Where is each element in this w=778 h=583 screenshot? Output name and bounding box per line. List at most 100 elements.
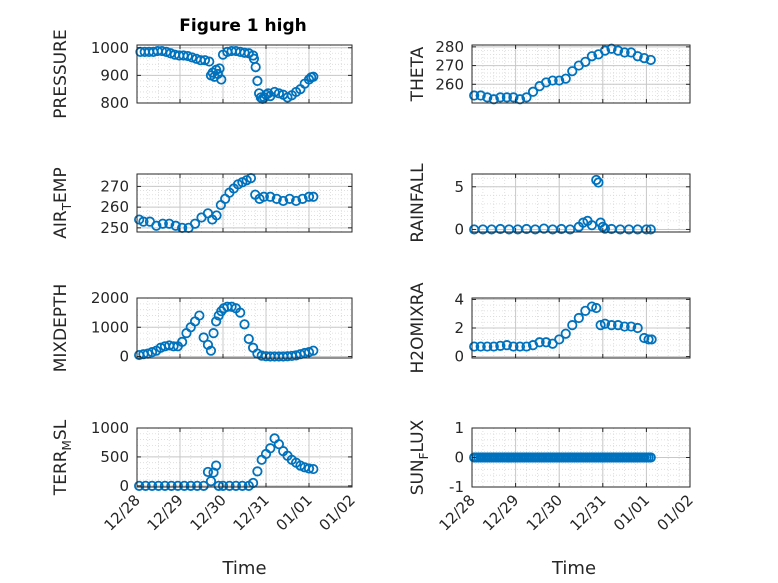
data-point — [514, 341, 526, 352]
data-point — [632, 51, 643, 62]
y-tick-label: 1000 — [91, 39, 129, 57]
x-tick-label: 12/28 — [101, 491, 144, 534]
data-point — [208, 328, 219, 339]
data-point — [202, 466, 214, 478]
data-point — [198, 332, 209, 343]
data-point — [166, 480, 177, 491]
x-tick-label: 12/28 — [436, 491, 479, 534]
data-point — [239, 47, 250, 58]
data-point — [224, 480, 235, 491]
data-point — [560, 73, 571, 84]
y-tick-label: 0 — [119, 348, 129, 366]
y-tick-label: 0 — [119, 477, 129, 495]
data-point — [204, 56, 215, 67]
axes-box — [136, 427, 353, 488]
data-point — [182, 50, 193, 62]
y-axis-label: RAINFALL — [408, 163, 428, 243]
data-point — [198, 480, 209, 491]
data-point — [541, 337, 552, 348]
data-point — [230, 480, 241, 491]
data-point — [278, 195, 289, 207]
axes-box — [471, 173, 691, 233]
y-tick-label: 1 — [454, 419, 464, 437]
y-tick-label: 260 — [100, 198, 129, 216]
y-tick-label: 250 — [100, 219, 129, 237]
data-point — [573, 312, 584, 324]
y-tick-label: 1000 — [91, 318, 129, 336]
data-point — [186, 52, 198, 63]
data-point — [643, 334, 654, 345]
data-point — [527, 86, 539, 97]
data-point — [560, 328, 571, 339]
y-tick-label: 2000 — [91, 289, 129, 307]
data-point — [645, 452, 656, 463]
data-point — [580, 56, 591, 67]
y-tick-label: 270 — [100, 177, 129, 195]
data-point — [567, 320, 578, 331]
data-point — [211, 316, 222, 327]
data-point — [157, 218, 168, 229]
data-point — [586, 51, 598, 62]
data-point — [508, 92, 519, 103]
data-point — [265, 191, 276, 202]
data-point — [250, 61, 261, 73]
data-point — [612, 45, 624, 56]
data-point — [214, 63, 225, 74]
data-point — [308, 71, 319, 82]
data-point — [263, 88, 274, 99]
data-point — [521, 92, 532, 103]
data-point — [595, 320, 606, 331]
data-point — [134, 480, 145, 491]
data-point — [202, 339, 214, 350]
data-point — [475, 90, 486, 101]
data-point — [177, 336, 188, 348]
data-point — [508, 341, 519, 352]
x-tick-label: 01/02 — [316, 491, 359, 534]
data-point — [626, 321, 637, 332]
data-point — [269, 86, 280, 98]
data-point — [199, 55, 211, 66]
data-point — [211, 460, 222, 471]
data-point — [586, 220, 598, 231]
data-point — [164, 218, 175, 229]
data-point — [303, 463, 315, 474]
data-point — [488, 341, 499, 352]
y-tick-label: 900 — [100, 66, 129, 84]
data-point — [140, 480, 151, 491]
data-point — [211, 210, 222, 221]
data-point — [181, 328, 192, 339]
data-point — [258, 191, 269, 202]
x-tick-label: 01/01 — [273, 491, 316, 534]
subplot-pressure: 800 900 1000 PRESSURE — [51, 29, 353, 119]
y-tick-label: 0 — [454, 220, 464, 238]
figure-title: Figure 1 high — [179, 16, 307, 36]
data-point — [269, 433, 280, 444]
data-point — [252, 75, 263, 87]
data-point — [308, 191, 319, 202]
x-tick-label: 12/30 — [187, 491, 230, 534]
data-point — [495, 340, 506, 351]
data-point — [271, 193, 282, 204]
data-point — [308, 463, 319, 475]
data-point — [482, 92, 493, 103]
data-point — [599, 45, 611, 56]
data-point — [501, 340, 512, 351]
y-axis-label: MIXDEPTH — [51, 284, 71, 373]
data-point — [243, 333, 254, 345]
y-tick-label: 270 — [435, 57, 464, 75]
data-point — [194, 310, 205, 321]
data-point — [564, 224, 576, 235]
data-point — [192, 480, 203, 491]
y-tick-label: 4 — [454, 290, 464, 308]
data-point — [290, 195, 302, 207]
data-point — [646, 334, 657, 345]
x-tick-label: 12/31 — [566, 491, 609, 534]
data-point — [248, 342, 259, 353]
x-tick-label: 12/29 — [144, 491, 187, 534]
data-point — [495, 92, 506, 103]
y-axis-label: THETA — [408, 46, 428, 102]
y-tick-label: 800 — [100, 94, 129, 112]
data-point — [591, 174, 602, 186]
data-point — [475, 341, 486, 352]
data-point — [612, 320, 624, 331]
